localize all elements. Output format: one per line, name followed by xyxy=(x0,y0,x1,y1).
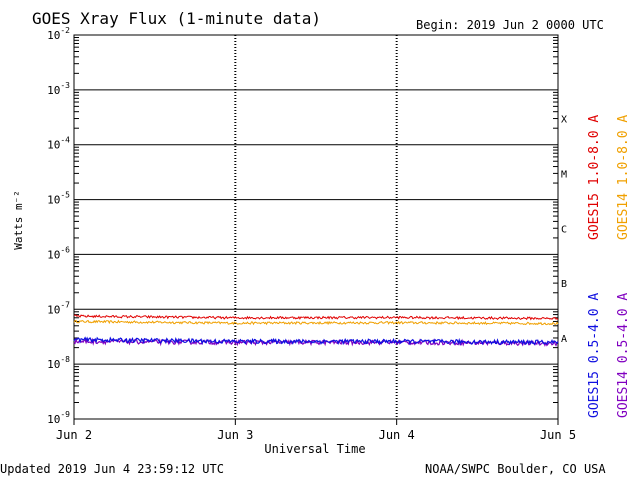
y-tick-label: 10-2 xyxy=(47,26,70,42)
flare-class-label: B xyxy=(561,279,567,290)
credit: NOAA/SWPC Boulder, CO USA xyxy=(425,462,606,476)
y-tick-exponent: -2 xyxy=(60,26,70,35)
y-tick-exponent: -5 xyxy=(60,191,70,200)
y-tick-exponent: -8 xyxy=(60,355,70,364)
y-tick-exponent: -3 xyxy=(60,81,70,90)
series-line xyxy=(73,336,559,346)
y-tick-label: 10-4 xyxy=(47,136,70,152)
x-tick-label: Jun 5 xyxy=(540,428,576,442)
y-tick-label: 10-7 xyxy=(47,300,70,316)
begin-time: Begin: 2019 Jun 2 0000 UTC xyxy=(416,18,604,32)
y-axis-label: Watts m⁻² xyxy=(12,190,25,250)
y-tick-exponent: -9 xyxy=(60,410,70,419)
series-line xyxy=(73,314,559,321)
plot-area: 10-2 10-3 10-4 10-5 10-6 10-7 10-8 10-9 Jun 2 Jun… xyxy=(47,26,576,442)
y-tick-label: 10-6 xyxy=(47,245,70,261)
x-tick-label: Jun 2 xyxy=(56,428,92,442)
flare-class-label: A xyxy=(561,334,567,345)
y-tick-exponent: -6 xyxy=(60,245,70,254)
x-tick-label: Jun 4 xyxy=(379,428,415,442)
y-tick-label: 10-8 xyxy=(47,355,70,371)
flare-class-label: M xyxy=(561,169,567,180)
y-tick-label: 10-5 xyxy=(47,191,70,207)
flare-class-label: X xyxy=(561,115,567,126)
x-tick-label: Jun 3 xyxy=(217,428,253,442)
x-axis-label: Universal Time xyxy=(264,442,365,456)
plot-frame xyxy=(73,34,559,420)
y-tick-label: 10-9 xyxy=(47,410,70,426)
chart-title: GOES Xray Flux (1-minute data) xyxy=(32,9,321,28)
y-tick-label: 10-3 xyxy=(47,81,70,97)
legend-entry: GOES14 1.0-8.0 A xyxy=(616,115,631,240)
legend: GOES15 1.0-8.0 A GOES14 1.0-8.0 A GOES15 0… xyxy=(587,115,631,418)
flare-class-label: C xyxy=(561,224,567,235)
y-tick-exponent: -7 xyxy=(60,300,70,309)
legend-entry: GOES15 1.0-8.0 A xyxy=(587,115,602,240)
legend-entry: GOES14 0.5-4.0 A xyxy=(616,293,631,418)
y-tick-exponent: -4 xyxy=(60,136,70,145)
updated-time: Updated 2019 Jun 4 23:59:12 UTC xyxy=(0,462,224,476)
series-line xyxy=(73,319,559,326)
legend-entry: GOES15 0.5-4.0 A xyxy=(587,293,602,418)
